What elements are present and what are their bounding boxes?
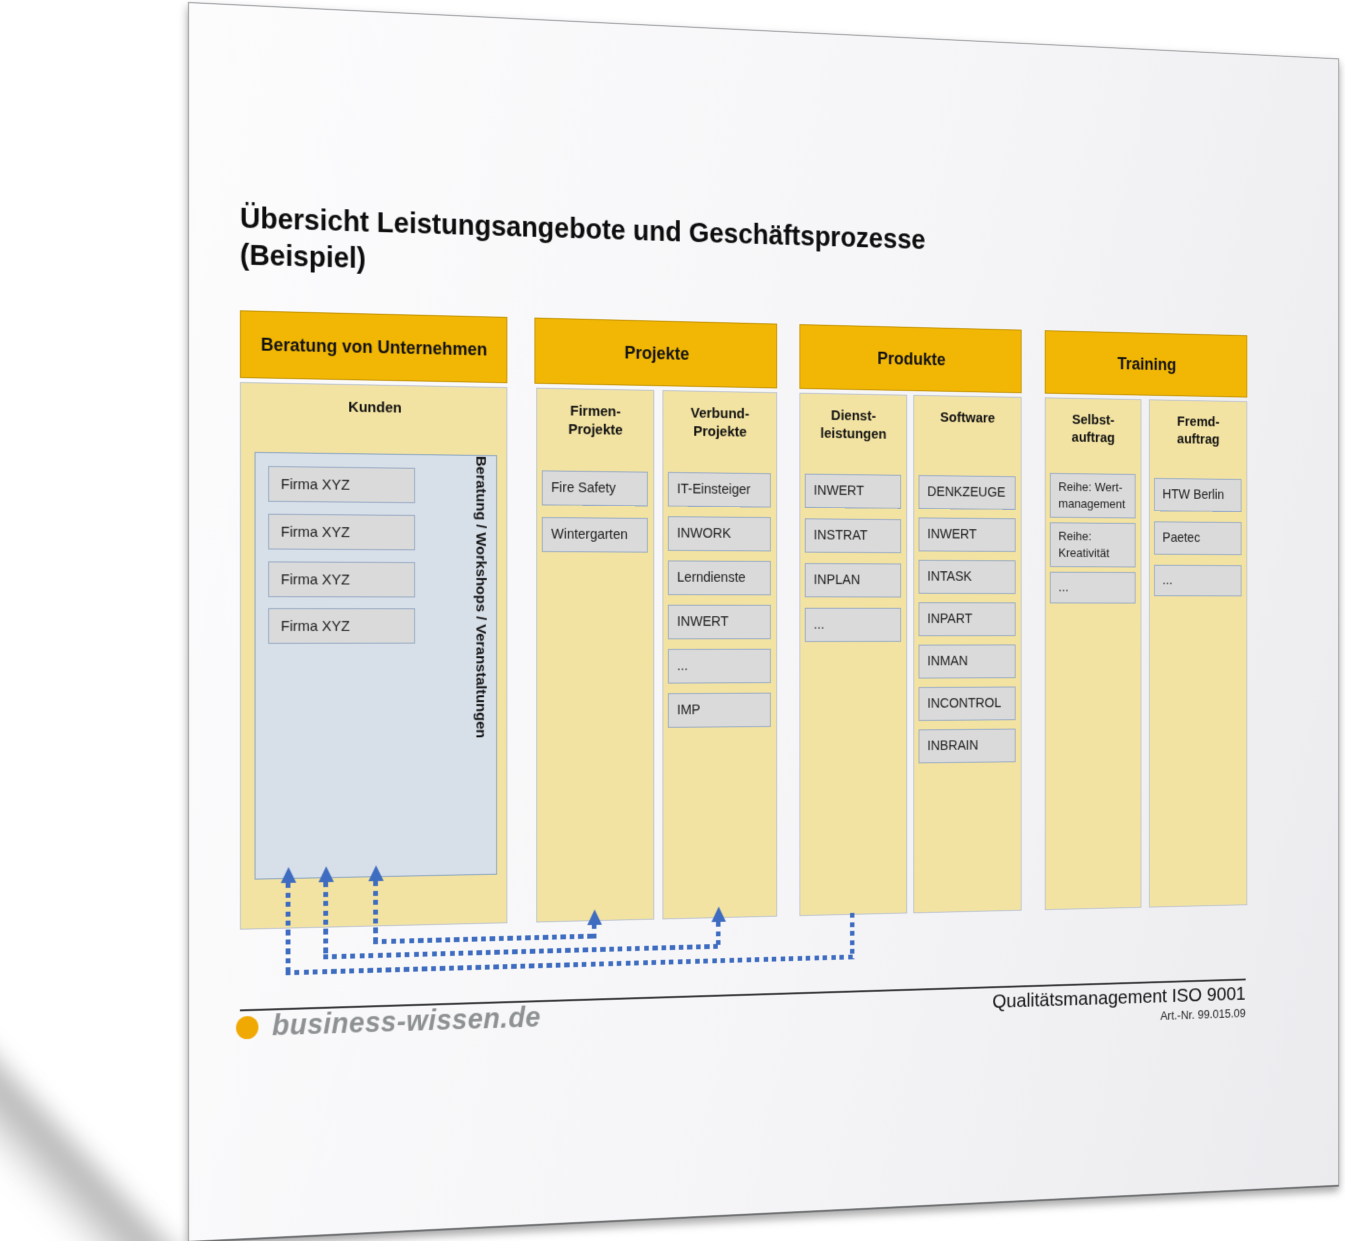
connector-kunden-verbundprojekte (189, 3, 1338, 960)
arrow-up-icon (711, 906, 726, 923)
item-box: INWERT (918, 517, 1016, 552)
panel-verbund-projekte-label: Verbund- Projekte (690, 404, 750, 441)
item-box: Reihe: Wert- management (1049, 472, 1136, 519)
panel-verbund-projekte: Verbund- Projekte IT-Einsteiger INWORK L… (662, 390, 778, 920)
item-box: INWERT (667, 604, 771, 640)
item-box: ... (804, 607, 902, 643)
connector-segment (715, 921, 721, 949)
item-box: Fire Safety (541, 470, 648, 507)
item-box: IT-Einsteiger (667, 471, 771, 508)
connector-segment (373, 881, 378, 943)
item-box: ... (667, 648, 771, 684)
header-beratung-von-unternehmen: Beratung von Unternehmen (239, 310, 508, 384)
item-box: Paetec (1154, 521, 1242, 556)
connector-segment (373, 933, 597, 945)
panel-software-label: Software (940, 409, 996, 427)
connector-segment (323, 882, 329, 960)
panel-software: Software DENKZEUGE INWERT INTASK INPART … (913, 394, 1022, 914)
item-box: Wintergarten (541, 517, 648, 553)
item-box: Reihe: Kreativität (1049, 522, 1136, 568)
page-cast-shadow (0, 1022, 197, 1241)
panel-dienstleistungen-label: Dienst- leistungen (820, 407, 887, 443)
item-box: INCONTROL (918, 686, 1016, 721)
kunden-vertical-label: Beratung / Workshops / Veranstaltungen (472, 455, 489, 739)
item-box: INPLAN (804, 563, 902, 598)
panel-fremdauftrag-label: Fremd- auftrag (1177, 413, 1220, 448)
header-produkte: Produkte (799, 324, 1022, 394)
panel-selbstauftrag-label: Selbst- auftrag (1071, 411, 1115, 446)
arrow-up-icon (368, 865, 384, 882)
item-box: INMAN (918, 644, 1016, 679)
firm-box: Firma XYZ (268, 465, 416, 504)
page-title: Übersicht Leistungsangebote und Geschäft… (240, 201, 1112, 299)
item-box: DENKZEUGE (918, 475, 1016, 510)
footer-qm-block: Qualitätsmanagement ISO 9001 Art.-Nr. 99… (992, 983, 1245, 1028)
panel-dienstleistungen: Dienst- leistungen INWERT INSTRAT INPLAN… (799, 392, 908, 917)
brand-dot-icon (236, 1015, 259, 1040)
panel-kunden-label: Kunden (348, 398, 402, 417)
firm-box: Firma XYZ (268, 608, 416, 644)
item-box: INTASK (918, 559, 1016, 594)
connector-segment (591, 923, 597, 939)
arrow-up-icon (587, 909, 602, 926)
header-training: Training (1044, 330, 1248, 398)
connector-dienstleistungen-kunden (189, 3, 1338, 976)
item-box: IMP (667, 692, 771, 728)
item-box: INWORK (667, 516, 771, 552)
connector-segment (285, 882, 291, 976)
panel-firmen-projekte-label: Firmen- Projekte (568, 402, 623, 439)
item-box: INBRAIN (918, 728, 1016, 764)
panel-firmen-projekte: Firmen- Projekte Fire Safety Wintergarte… (536, 387, 655, 923)
item-box: INPART (918, 602, 1016, 637)
arrow-up-icon (318, 866, 334, 883)
item-box: INWERT (804, 473, 902, 509)
item-box: Lerndienste (667, 560, 771, 596)
item-box: ... (1049, 571, 1136, 604)
kunden-blue-box: Firma XYZ Firma XYZ Firma XYZ Firma XYZ … (254, 451, 498, 880)
firm-box: Firma XYZ (268, 513, 416, 551)
connector-kunden-firmenprojekte (189, 3, 1338, 945)
panel-selbstauftrag: Selbst- auftrag Reihe: Wert- management … (1044, 397, 1142, 911)
header-projekte: Projekte (534, 317, 778, 389)
connector-segment (850, 912, 855, 960)
item-box: INSTRAT (804, 518, 902, 554)
connector-segment (323, 943, 721, 960)
firm-box: Firma XYZ (268, 561, 416, 598)
paper-page: Übersicht Leistungsangebote und Geschäft… (188, 2, 1340, 1241)
item-box: ... (1154, 564, 1242, 597)
arrow-up-icon (280, 866, 297, 884)
panel-kunden: Kunden Firma XYZ Firma XYZ Firma XYZ Fir… (239, 381, 508, 930)
item-box: HTW Berlin (1154, 477, 1242, 513)
brand-logo-text: business-wissen.de (272, 1002, 541, 1043)
panel-fremdauftrag: Fremd- auftrag HTW Berlin Paetec ... (1148, 399, 1248, 908)
